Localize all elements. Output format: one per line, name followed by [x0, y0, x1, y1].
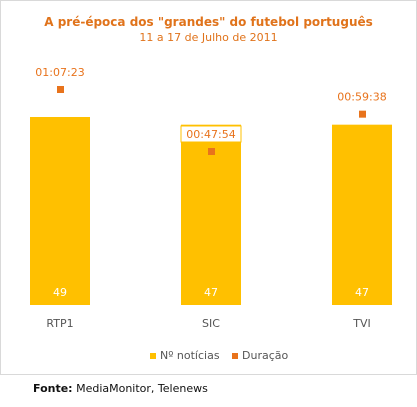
- duration-marker: [208, 148, 215, 155]
- chart-subtitle: 11 a 17 de Julho de 2011: [139, 31, 278, 44]
- source-text: MediaMonitor, Telenews: [76, 382, 208, 395]
- category-label: TVI: [352, 317, 371, 330]
- duration-label: 01:07:23: [35, 66, 84, 79]
- legend-swatch-bars: [150, 353, 156, 359]
- duration-label: 00:47:54: [186, 128, 235, 141]
- bar-value-label: 47: [204, 286, 218, 299]
- bar-rtp1: [30, 117, 90, 305]
- legend-label-bars: Nº notícias: [160, 349, 220, 362]
- duration-label: 00:59:38: [337, 91, 386, 104]
- bar-value-label: 49: [53, 286, 67, 299]
- category-label: RTP1: [46, 317, 73, 330]
- chart-title: A pré-época dos "grandes" do futebol por…: [44, 15, 373, 29]
- legend-label-duration: Duração: [242, 349, 288, 362]
- source-label: Fonte:: [33, 382, 73, 395]
- duration-marker: [359, 110, 366, 118]
- bar-value-label: 47: [355, 286, 369, 299]
- chart-plot: 49 RTP1 01:07:23 47 SIC 00:47:54 47 TVI 00:59:38…: [30, 66, 392, 362]
- bar-tvi: [332, 124, 392, 306]
- legend-swatch-duration: [232, 353, 238, 359]
- duration-label-box: [180, 125, 242, 143]
- source-note: Fonte: MediaMonitor, Telenews: [33, 382, 208, 395]
- duration-marker: [57, 86, 64, 93]
- category-label: SIC: [202, 317, 220, 330]
